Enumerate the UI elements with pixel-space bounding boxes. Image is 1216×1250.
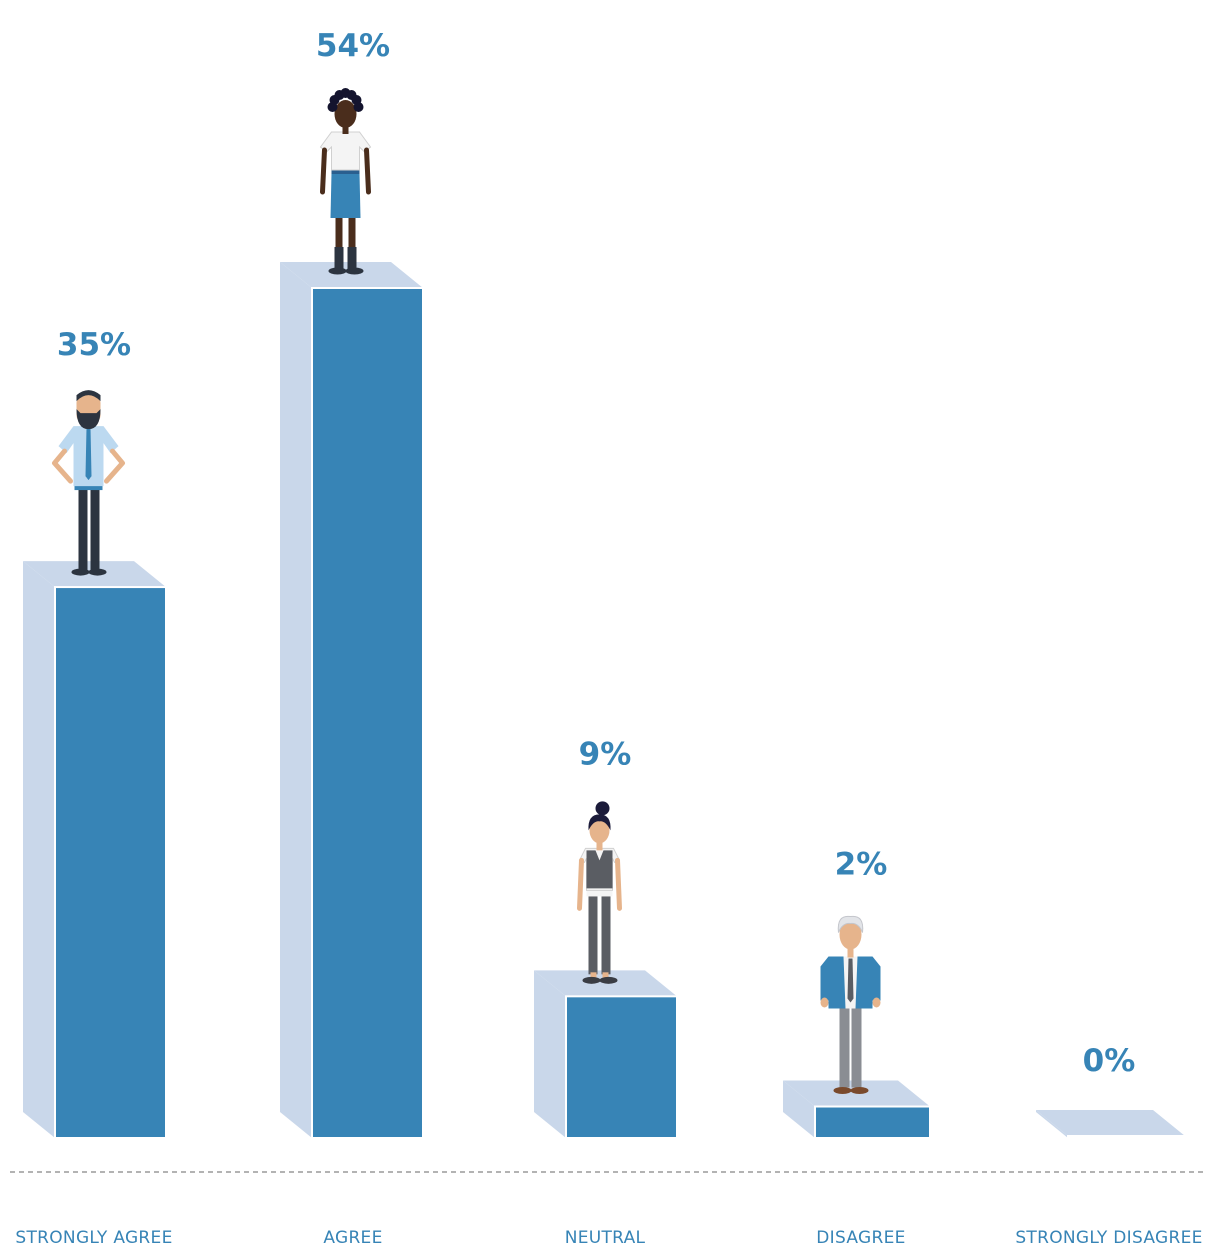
value-label: 54% xyxy=(316,28,390,64)
category-label: NEUTRAL xyxy=(565,1228,646,1248)
bearded-man-figure-icon xyxy=(52,390,125,576)
labels-layer: 35% STRONGLY AGREE 54% AGREE 9% NEUTRAL 2% DISA… xyxy=(15,28,1202,1248)
category-label: DISAGREE xyxy=(816,1228,905,1248)
bar-front-face xyxy=(311,287,424,1139)
bar-front-face xyxy=(565,995,678,1139)
bar-side-face xyxy=(783,1080,815,1138)
grey-haired-man-blue-suit-figure-icon xyxy=(820,915,881,1095)
bar-front-face xyxy=(814,1105,931,1140)
woman-white-shirt-blue-skirt-figure-icon xyxy=(319,88,372,275)
bar-4 xyxy=(783,1080,931,1140)
category-label: STRONGLY AGREE xyxy=(15,1228,172,1248)
bar-side-face xyxy=(534,970,566,1138)
bar-5 xyxy=(1036,1110,1186,1139)
bar-1 xyxy=(23,561,167,1139)
figures-layer xyxy=(52,88,881,1095)
value-label: 35% xyxy=(57,327,131,363)
bar-top-face xyxy=(1036,1110,1185,1136)
category-label: AGREE xyxy=(323,1228,382,1248)
category-label: STRONGLY DISAGREE xyxy=(1015,1228,1202,1248)
bar-side-face xyxy=(1036,1110,1068,1138)
value-label: 0% xyxy=(1083,1043,1136,1079)
bar-front-face xyxy=(54,586,167,1139)
bar-top-face xyxy=(280,262,423,288)
bar-front-face xyxy=(1067,1135,1186,1139)
bar-2 xyxy=(280,262,424,1139)
bar-side-face xyxy=(280,262,312,1138)
value-label: 9% xyxy=(579,736,632,772)
bar-side-face xyxy=(23,561,55,1138)
woman-grey-vest-figure-icon xyxy=(577,801,622,984)
bar-3 xyxy=(534,970,678,1139)
bars-layer xyxy=(23,262,1186,1140)
value-label: 2% xyxy=(835,847,888,883)
